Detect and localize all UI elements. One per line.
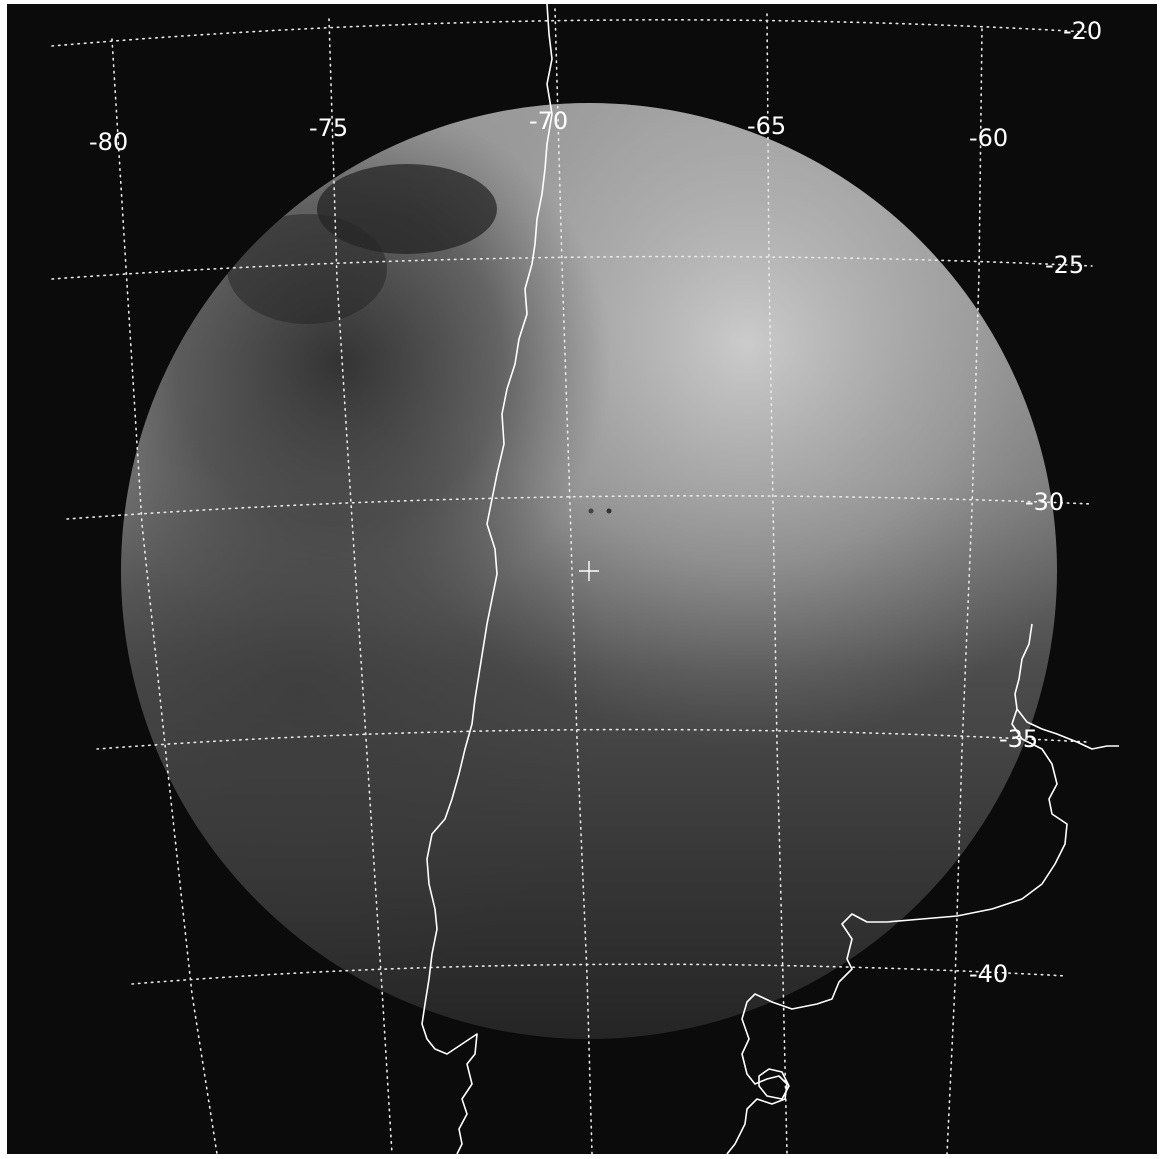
latitude-line xyxy=(51,19,1088,47)
latitude-label: -25 xyxy=(1045,251,1084,279)
chile-coastline xyxy=(421,4,553,1154)
latitude-label: -30 xyxy=(1025,488,1064,516)
graticule xyxy=(51,8,1093,1154)
latitude-line xyxy=(96,728,1088,750)
coastlines xyxy=(421,4,1119,1154)
longitude-label: -70 xyxy=(529,107,568,135)
latitude-labels: -20 -25 -30 -35 -40 xyxy=(969,17,1102,988)
latitude-label: -35 xyxy=(999,725,1038,753)
longitude-line xyxy=(766,13,788,1154)
longitude-label: -65 xyxy=(747,112,786,140)
argentina-coastline xyxy=(726,623,1119,1154)
radar-disc xyxy=(121,103,1057,1039)
latitude-line xyxy=(51,255,1093,280)
radar-site-marker xyxy=(579,561,599,581)
latitude-line xyxy=(66,495,1093,520)
echo-spot xyxy=(606,508,612,514)
radar-map-frame: -80 -75 -70 -65 -60 -20 -25 -30 -35 -40 xyxy=(7,4,1157,1154)
echo-spot xyxy=(588,508,594,514)
latitude-label: -40 xyxy=(969,960,1008,988)
longitude-line xyxy=(328,18,393,1154)
island-coastline xyxy=(758,1068,790,1100)
longitude-line xyxy=(111,38,218,1154)
longitude-label: -80 xyxy=(89,128,128,156)
radar-map: -80 -75 -70 -65 -60 -20 -25 -30 -35 -40 xyxy=(51,4,1119,1154)
longitude-label: -60 xyxy=(969,124,1008,152)
longitude-labels: -80 -75 -70 -65 -60 xyxy=(89,107,1008,156)
longitude-label: -75 xyxy=(309,114,348,142)
latitude-label: -20 xyxy=(1063,17,1102,45)
longitude-line xyxy=(946,28,983,1154)
longitude-line xyxy=(554,8,593,1154)
